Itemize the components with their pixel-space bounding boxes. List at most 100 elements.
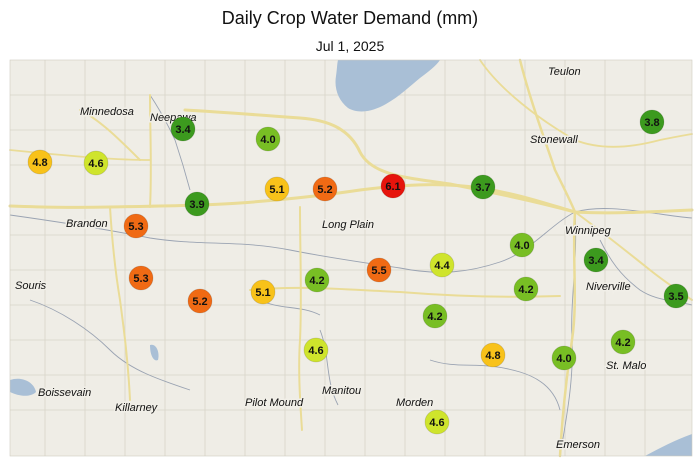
station-marker[interactable]: 4.4	[429, 252, 455, 278]
station-value: 3.4	[588, 255, 604, 267]
station-value: 4.4	[434, 260, 450, 272]
station-dot	[83, 150, 109, 176]
town-label-teulon: Teulon	[548, 66, 581, 78]
station-value: 5.3	[133, 273, 148, 285]
station-dot	[610, 329, 636, 355]
town-label-boissevain: Boissevain	[38, 387, 91, 399]
station-dot	[480, 342, 506, 368]
station-marker[interactable]: 4.0	[509, 232, 535, 258]
station-marker[interactable]: 3.5	[663, 283, 689, 309]
station-marker[interactable]: 5.1	[264, 176, 290, 202]
station-dot	[429, 252, 455, 278]
station-dot	[513, 276, 539, 302]
map-date: Jul 1, 2025	[315, 38, 385, 54]
station-dot	[128, 265, 154, 291]
station-dot	[312, 176, 338, 202]
station-dot	[255, 126, 281, 152]
station-marker[interactable]: 5.2	[187, 288, 213, 314]
station-marker[interactable]: 5.2	[312, 176, 338, 202]
water-bodies	[10, 60, 692, 456]
station-value: 4.2	[615, 337, 630, 349]
town-label-minnedosa: Minnedosa	[80, 106, 134, 118]
station-value: 5.2	[192, 296, 207, 308]
station-markers: 4.8 4.6 3.4 4.0 3.9 5.1 5.2 6.1 3.7 3.8 5.3 5.3 5.2 5…	[27, 109, 689, 435]
town-label-souris: Souris	[15, 280, 47, 292]
station-dot	[470, 174, 496, 200]
station-value: 4.6	[88, 158, 103, 170]
town-label-manitou: Manitou	[322, 385, 361, 397]
station-marker[interactable]: 3.4	[583, 247, 609, 273]
station-value: 3.4	[175, 124, 191, 136]
station-dot	[123, 213, 149, 239]
station-marker[interactable]: 4.6	[83, 150, 109, 176]
town-label-emerson: Emerson	[556, 439, 600, 451]
station-value: 3.5	[668, 291, 683, 303]
station-marker[interactable]: 4.0	[551, 345, 577, 371]
station-dot	[551, 345, 577, 371]
station-marker[interactable]: 5.3	[123, 213, 149, 239]
station-marker[interactable]: 5.3	[128, 265, 154, 291]
town-label-long-plain: Long Plain	[322, 219, 374, 231]
station-value: 4.8	[485, 350, 500, 362]
town-label-niverville: Niverville	[586, 281, 631, 293]
station-marker[interactable]: 4.6	[424, 409, 450, 435]
station-marker[interactable]: 5.5	[366, 257, 392, 283]
station-dot	[639, 109, 665, 135]
station-value: 4.2	[427, 311, 442, 323]
station-value: 3.7	[475, 182, 490, 194]
station-dot	[663, 283, 689, 309]
station-value: 4.0	[260, 134, 275, 146]
station-marker[interactable]: 4.8	[27, 149, 53, 175]
town-label-killarney: Killarney	[115, 402, 159, 414]
town-label-pilot-mound: Pilot Mound	[245, 397, 304, 409]
station-marker[interactable]: 4.6	[303, 337, 329, 363]
station-marker[interactable]: 4.2	[610, 329, 636, 355]
town-label-brandon: Brandon	[66, 218, 108, 230]
town-label-stonewall: Stonewall	[530, 134, 578, 146]
station-marker[interactable]: 6.1	[380, 173, 406, 199]
station-marker[interactable]: 4.2	[422, 303, 448, 329]
station-dot	[250, 279, 276, 305]
station-dot	[304, 267, 330, 293]
station-marker[interactable]: 3.9	[184, 191, 210, 217]
station-value: 6.1	[385, 181, 400, 193]
station-marker[interactable]: 3.4	[170, 116, 196, 142]
station-marker[interactable]: 4.2	[304, 267, 330, 293]
station-dot	[27, 149, 53, 175]
station-value: 4.6	[308, 345, 323, 357]
station-dot	[187, 288, 213, 314]
station-value: 4.6	[429, 417, 444, 429]
township-grid	[10, 60, 692, 456]
station-marker[interactable]: 5.1	[250, 279, 276, 305]
station-dot	[303, 337, 329, 363]
station-value: 4.0	[556, 353, 571, 365]
town-label-winnipeg: Winnipeg	[565, 225, 612, 237]
map-frame	[9, 59, 693, 457]
station-value: 5.5	[371, 265, 386, 277]
station-marker[interactable]: 4.0	[255, 126, 281, 152]
station-value: 3.8	[644, 117, 659, 129]
station-marker[interactable]: 3.8	[639, 109, 665, 135]
station-dot	[424, 409, 450, 435]
station-dot	[509, 232, 535, 258]
town-label-morden: Morden	[396, 397, 433, 409]
station-dot	[380, 173, 406, 199]
station-dot	[366, 257, 392, 283]
map-land	[10, 60, 692, 456]
station-dot	[184, 191, 210, 217]
station-marker[interactable]: 4.8	[480, 342, 506, 368]
station-dot	[170, 116, 196, 142]
station-value: 5.1	[255, 287, 270, 299]
station-value: 5.1	[269, 184, 284, 196]
station-marker[interactable]: 4.2	[513, 276, 539, 302]
station-dot	[264, 176, 290, 202]
station-value: 4.2	[309, 275, 324, 287]
station-dot	[422, 303, 448, 329]
station-value: 5.2	[317, 184, 332, 196]
station-value: 4.8	[32, 157, 47, 169]
station-value: 4.0	[514, 240, 529, 252]
station-marker[interactable]: 3.7	[470, 174, 496, 200]
